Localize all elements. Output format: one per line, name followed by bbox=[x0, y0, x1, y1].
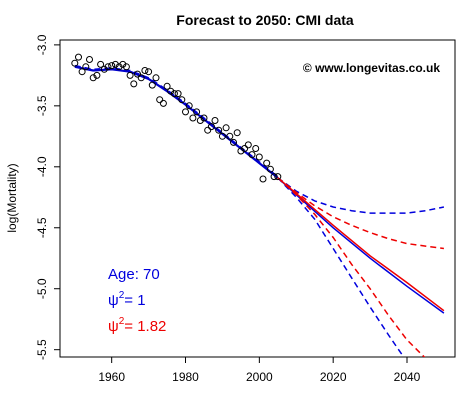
x-tick-label: 1960 bbox=[98, 370, 125, 384]
observed-point bbox=[78, 68, 86, 76]
age-text: Age: 70 bbox=[108, 266, 160, 283]
observed-points bbox=[71, 53, 282, 183]
observed-point bbox=[126, 71, 134, 79]
psi-red-value: = 1.82 bbox=[124, 318, 166, 335]
observed-point bbox=[185, 102, 193, 110]
observed-point bbox=[222, 124, 230, 132]
y-axis-label: log(Mortality) bbox=[5, 163, 19, 232]
y-tick-label: -5.5 bbox=[35, 339, 49, 360]
observed-point bbox=[134, 70, 141, 78]
observed-point bbox=[104, 63, 112, 71]
chart-title: Forecast to 2050: CMI data bbox=[176, 12, 354, 28]
series-6-line bbox=[277, 177, 444, 250]
observed-point bbox=[141, 67, 149, 74]
y-tick-label: -4.5 bbox=[35, 217, 49, 238]
series-4-line bbox=[277, 177, 445, 214]
observed-point bbox=[241, 145, 249, 152]
observed-point bbox=[119, 60, 127, 68]
observed-point bbox=[215, 126, 223, 134]
observed-point bbox=[263, 159, 271, 167]
observed-point bbox=[200, 114, 208, 122]
observed-point bbox=[71, 59, 79, 67]
observed-point bbox=[266, 165, 274, 173]
observed-point bbox=[148, 81, 156, 89]
observed-point bbox=[159, 99, 167, 107]
observed-point bbox=[207, 123, 215, 131]
psi-blue-symbol: ψ bbox=[108, 292, 119, 309]
x-tick-label: 2000 bbox=[246, 370, 273, 384]
psi-red-symbol: ψ bbox=[108, 318, 119, 335]
observed-point bbox=[86, 56, 93, 63]
x-tick-label: 1980 bbox=[172, 370, 199, 384]
observed-point bbox=[230, 138, 237, 146]
psi-blue-annotation: ψ2= 1 bbox=[108, 290, 146, 309]
y-tick-label: -5.0 bbox=[35, 278, 49, 299]
age-annotation: Age: 70 bbox=[108, 266, 160, 283]
psi-blue-value: = 1 bbox=[124, 292, 145, 309]
observed-point bbox=[167, 87, 175, 95]
observed-point bbox=[111, 60, 119, 68]
observed-point bbox=[226, 132, 234, 140]
y-tick-label: -4.0 bbox=[35, 156, 49, 177]
x-tick-label: 2020 bbox=[320, 370, 347, 384]
observed-point bbox=[274, 173, 282, 181]
x-axis: 1960 1980 2000 2020 2040 bbox=[98, 357, 421, 384]
observed-point bbox=[82, 63, 90, 71]
y-tick-label: -3.5 bbox=[35, 95, 49, 116]
y-tick-label: -3.0 bbox=[35, 34, 49, 55]
observed-point bbox=[152, 74, 160, 82]
observed-point bbox=[137, 74, 145, 82]
observed-point bbox=[75, 53, 82, 61]
observed-point bbox=[108, 62, 116, 70]
psi-blue-superscript: 2 bbox=[119, 290, 125, 301]
observed-point bbox=[233, 129, 241, 137]
observed-point bbox=[97, 60, 105, 68]
observed-point bbox=[130, 80, 138, 88]
series-0-line bbox=[74, 64, 279, 178]
series-1-line bbox=[74, 65, 279, 179]
series-7-line bbox=[277, 177, 426, 357]
observed-point bbox=[163, 82, 171, 90]
observed-point bbox=[170, 90, 178, 98]
observed-point bbox=[248, 151, 256, 159]
observed-point bbox=[156, 96, 164, 104]
observed-point bbox=[218, 132, 226, 140]
observed-point bbox=[89, 74, 97, 82]
observed-point bbox=[189, 114, 197, 122]
observed-point bbox=[145, 68, 153, 76]
observed-point bbox=[244, 141, 252, 149]
plot-frame bbox=[59, 39, 456, 358]
psi-red-annotation: ψ2= 1.82 bbox=[108, 316, 166, 335]
observed-point bbox=[193, 108, 201, 116]
observed-point bbox=[211, 117, 219, 124]
observed-point bbox=[182, 108, 189, 116]
observed-point bbox=[122, 63, 130, 71]
observed-point bbox=[204, 126, 212, 134]
observed-point bbox=[174, 90, 182, 98]
series-5-line bbox=[277, 177, 405, 357]
observed-point bbox=[93, 71, 101, 79]
credit-text: © www.longevitas.co.uk bbox=[303, 61, 440, 75]
observed-point bbox=[252, 145, 260, 152]
x-tick-label: 2040 bbox=[394, 370, 421, 384]
observed-point bbox=[255, 153, 263, 161]
observed-point bbox=[115, 63, 123, 71]
y-axis: -3.0 -3.5 -4.0 -4.5 -5.0 -5.5 bbox=[35, 34, 60, 360]
observed-point bbox=[259, 175, 267, 183]
observed-point bbox=[270, 173, 278, 181]
psi-red-superscript: 2 bbox=[119, 316, 125, 327]
observed-point bbox=[178, 96, 186, 104]
